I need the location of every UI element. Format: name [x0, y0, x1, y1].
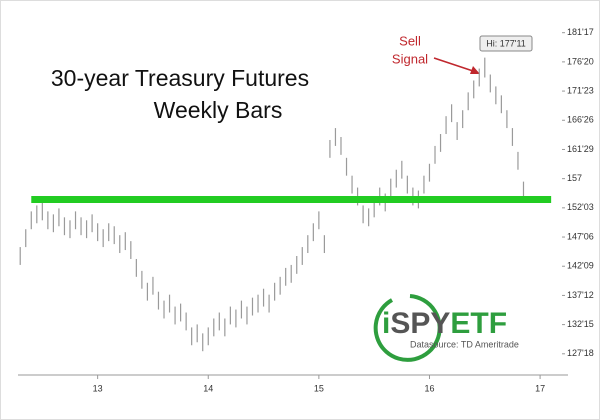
annotation: Sell	[399, 33, 421, 48]
y-tick-label: 132'15	[567, 319, 594, 329]
x-tick-label: 14	[203, 383, 213, 393]
annotation-arrow-head	[470, 66, 480, 74]
high-label: Hi: 177'11	[486, 38, 526, 48]
x-tick-label: 13	[93, 383, 103, 393]
y-tick-label: 142'09	[567, 261, 594, 271]
x-tick-label: 17	[535, 383, 545, 393]
high-label-box	[479, 35, 533, 52]
logo-prefix: i	[382, 307, 390, 340]
annotation: Signal	[392, 51, 428, 66]
chart-title: Weekly Bars	[154, 97, 283, 123]
y-tick-label: 152'03	[567, 202, 594, 212]
logo-swoosh	[373, 294, 442, 362]
logo-suffix: ETF	[450, 307, 507, 340]
logo-middle: SPY	[390, 307, 450, 340]
chart-title: 30-year Treasury Futures	[51, 65, 309, 91]
annotation-arrow	[433, 57, 477, 73]
y-tick-label: 157	[567, 173, 582, 183]
y-tick-label: 127'18	[567, 348, 594, 358]
y-tick-label: 171'23	[567, 85, 594, 95]
y-tick-label: 166'26	[567, 115, 594, 125]
y-tick-label: 137'12	[567, 290, 594, 300]
x-tick-label: 16	[424, 383, 434, 393]
y-tick-label: 161'29	[567, 144, 594, 154]
y-tick-label: 147'06	[567, 231, 594, 241]
logo-source: Datasource: TD Ameritrade	[410, 339, 519, 349]
logo-text: iSPYETF	[382, 307, 507, 340]
x-tick-label: 15	[314, 383, 324, 393]
logo: iSPYETF Datasource: TD Ameritrade	[373, 294, 519, 362]
y-tick-label: 181'17	[567, 27, 594, 37]
y-tick-label: 176'20	[567, 56, 594, 66]
